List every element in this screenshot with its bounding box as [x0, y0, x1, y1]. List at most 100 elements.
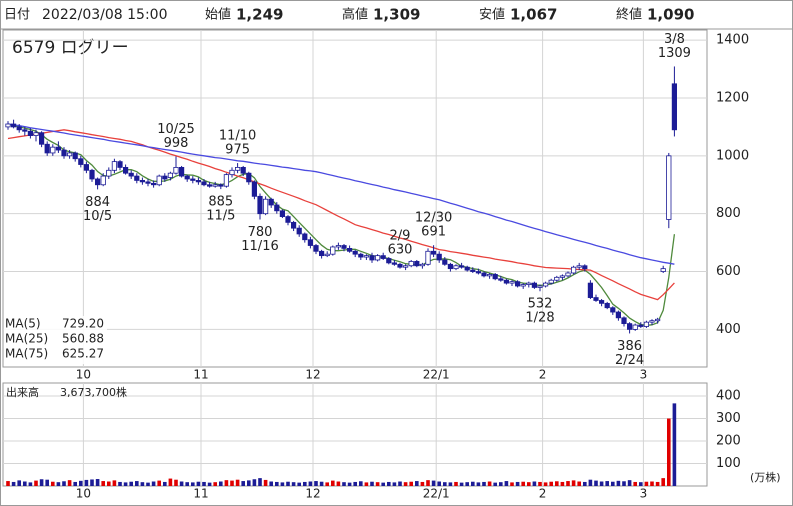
candle-body [123, 167, 129, 174]
volume-tick-label: 100 [716, 456, 741, 471]
annotation-value: 998 [164, 136, 189, 151]
candle-body [335, 245, 342, 248]
volume-bar [275, 481, 279, 486]
volume-bar [431, 480, 436, 486]
volume-bar [230, 480, 234, 486]
date-label: 日付 [4, 8, 30, 23]
y-tick-label: 800 [716, 206, 741, 221]
annotation-date: 11/16 [241, 239, 278, 254]
candle-body [33, 132, 39, 136]
volume-bar [566, 481, 570, 486]
candle-body [537, 285, 543, 288]
ma-line [7, 123, 675, 265]
candle-body [240, 167, 246, 174]
volume-bar [370, 481, 374, 486]
annotation-date: 3/8 [664, 32, 685, 47]
volume-bar [84, 479, 89, 486]
candle-body [649, 320, 655, 323]
volume-bar [319, 481, 324, 486]
candle-body [492, 274, 498, 280]
volume-bar [353, 481, 357, 486]
annotation-value: 780 [248, 225, 273, 240]
candle-body [55, 146, 62, 151]
candle-body [430, 250, 437, 255]
candle-body [268, 198, 274, 206]
candle-body [341, 245, 347, 249]
annotation-value: 885 [208, 195, 233, 210]
candle-body [72, 152, 78, 160]
annotation-value: 884 [85, 195, 110, 210]
volume-bar [163, 481, 167, 486]
candle-body [593, 297, 599, 301]
candle-body [666, 155, 672, 220]
volume-bar [342, 482, 346, 486]
annotation-date: 12/30 [415, 211, 452, 226]
volume-label: 出来高 [6, 385, 39, 399]
candle-body [184, 175, 190, 180]
x-tick-label: 12 [305, 368, 320, 382]
volume-bar [247, 480, 251, 486]
volume-bar [202, 481, 206, 486]
candle-body [195, 180, 201, 183]
volume-bar [303, 481, 307, 486]
candle-body [610, 307, 616, 313]
volume-bar [112, 480, 117, 486]
volume-bar [667, 418, 671, 486]
candle-body [318, 250, 325, 257]
candle-body [374, 255, 381, 261]
volume-bar [359, 481, 363, 486]
candle-body [414, 261, 420, 267]
candle-body [150, 182, 157, 186]
x-tick-label: 11 [193, 487, 208, 501]
candle-body [582, 265, 588, 270]
volume-bar [129, 481, 133, 486]
volume-bar [146, 482, 150, 486]
field-value: 1,249 [236, 6, 283, 24]
candle-body [330, 246, 336, 255]
candle-body [509, 281, 515, 284]
candle-body [346, 247, 353, 252]
price-panel [2, 29, 708, 368]
candle-body [128, 172, 134, 177]
volume-bar [499, 482, 503, 486]
volume-bar [179, 481, 184, 486]
volume-bar [633, 481, 637, 486]
legend-box [4, 316, 107, 364]
candle-body [313, 245, 319, 252]
volume-bar [28, 482, 33, 486]
volume-bar [527, 482, 531, 486]
volume-bar [252, 479, 257, 486]
legend-value: 625.27 [62, 347, 104, 361]
volume-tick-label: 400 [716, 389, 741, 404]
volume-bar [605, 481, 609, 486]
volume-bar [555, 481, 559, 486]
candle-body [369, 255, 375, 261]
candle-body [218, 184, 224, 187]
volume-bar [454, 481, 458, 486]
candle-body [117, 161, 123, 168]
volume-bar [583, 481, 587, 486]
volume-bar [661, 478, 665, 486]
volume-bar [39, 479, 44, 486]
volume-bar [151, 481, 156, 486]
candle-body [324, 253, 330, 257]
volume-tick-label: 200 [716, 434, 741, 449]
x-tick-label: 22/1 [423, 368, 450, 382]
candle-body [206, 184, 213, 187]
y-tick-label: 1400 [716, 33, 749, 48]
volume-bar [191, 482, 195, 486]
legend-value: 729.20 [62, 317, 104, 331]
candle-body [671, 83, 678, 131]
volume-bar [437, 481, 441, 486]
x-tick-label: 12 [305, 487, 320, 501]
field-label: 安値 [479, 7, 505, 23]
annotation-date: 10/25 [157, 122, 194, 137]
volume-bar [672, 403, 677, 486]
candle-body [565, 272, 571, 277]
volume-bar [487, 481, 492, 486]
annotation-date: 11/5 [206, 209, 235, 224]
volume-bar [269, 481, 273, 486]
volume-bar [459, 482, 464, 486]
volume-bar [314, 481, 318, 486]
candle-body [223, 174, 229, 187]
